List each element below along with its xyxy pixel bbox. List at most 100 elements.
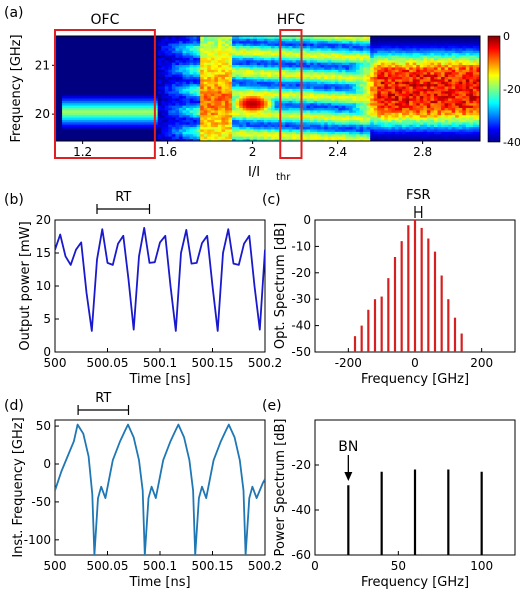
heatmap-cell — [373, 121, 378, 125]
heatmap-cell — [437, 38, 442, 42]
heatmap-cell — [115, 98, 120, 101]
heatmap-cell — [58, 57, 63, 61]
heatmap-cell — [331, 71, 336, 75]
heatmap-cell — [79, 59, 84, 63]
heatmap-cell — [150, 109, 155, 113]
heatmap-cell — [175, 43, 180, 46]
heatmap-cell — [384, 83, 389, 87]
heatmap-cell — [348, 45, 353, 49]
heatmap-cell — [271, 119, 275, 123]
heatmap-cell — [90, 100, 95, 104]
heatmap-cell — [366, 109, 371, 113]
heatmap-cell — [455, 124, 460, 128]
heatmap-cell — [214, 119, 219, 123]
heatmap-cell — [302, 90, 307, 94]
heatmap-cell — [292, 121, 297, 125]
heatmap-cell — [249, 88, 254, 92]
heatmap-cell — [380, 86, 385, 89]
heatmap-cell — [363, 88, 368, 92]
heatmap-cell — [419, 109, 424, 113]
heatmap-cell — [221, 38, 226, 42]
heatmap-cell — [161, 90, 166, 94]
heatmap-cell — [302, 78, 307, 82]
heatmap-cell — [214, 55, 219, 58]
heatmap-cell — [345, 117, 350, 120]
heatmap-cell — [225, 138, 229, 141]
heatmap-cell — [239, 129, 244, 132]
heatmap-cell — [391, 105, 396, 108]
heatmap-cell — [419, 76, 424, 80]
heatmap-cell — [143, 57, 148, 61]
heatmap-cell — [182, 55, 187, 58]
heatmap-cell — [253, 45, 258, 49]
heatmap-cell — [104, 126, 109, 130]
heatmap-cell — [433, 69, 438, 73]
heatmap-cell — [370, 95, 375, 99]
heatmap-cell — [281, 55, 286, 58]
heatmap-cell — [426, 109, 431, 113]
heatmap-cell — [108, 119, 113, 123]
heatmap-cell — [235, 57, 240, 61]
heatmap-cell — [69, 136, 74, 140]
heatmap-cell — [182, 64, 187, 68]
heatmap-cell — [366, 126, 371, 130]
heatmap-cell — [147, 36, 152, 39]
heatmap-cell — [239, 86, 244, 89]
heatmap-cell — [433, 52, 438, 56]
heatmap-cell — [171, 109, 176, 113]
heatmap-cell — [69, 121, 74, 125]
heatmap-cell — [256, 98, 261, 101]
heatmap-cell — [402, 112, 407, 116]
heatmap-cell — [405, 121, 410, 125]
heatmap-cell — [214, 62, 219, 66]
heatmap-cell — [320, 50, 325, 54]
heatmap-cell — [58, 76, 63, 80]
heatmap-cell — [136, 47, 141, 51]
heatmap-cell — [186, 76, 190, 80]
heatmap-cell — [370, 69, 375, 73]
heatmap-cell — [62, 81, 67, 85]
heatmap-cell — [171, 112, 176, 116]
heatmap-cell — [256, 107, 261, 111]
heatmap-cell — [150, 36, 155, 39]
heatmap-cell — [377, 62, 382, 66]
heatmap-cell — [239, 119, 244, 123]
heatmap-cell — [387, 136, 392, 140]
heatmap-cell — [93, 117, 98, 120]
heatmap-cell — [409, 78, 414, 82]
heatmap-cell — [147, 71, 152, 75]
heatmap-cell — [225, 98, 229, 101]
heatmap-cell — [157, 67, 162, 70]
heatmap-cell — [246, 112, 251, 116]
heatmap-cell — [90, 36, 95, 39]
heatmap-cell — [207, 88, 212, 92]
heatmap-cell — [409, 88, 414, 92]
heatmap-cell — [217, 131, 222, 135]
heatmap-cell — [334, 129, 339, 132]
heatmap-cell — [115, 105, 120, 108]
heatmap-cell — [348, 138, 353, 141]
heatmap-cell — [242, 102, 247, 106]
heatmap-cell — [228, 74, 233, 77]
heatmap-cell — [313, 57, 318, 61]
heatmap-cell — [306, 133, 311, 137]
heatmap-cell — [143, 38, 148, 42]
heatmap-cell — [93, 59, 98, 63]
heatmap-cell — [228, 102, 233, 106]
heatmap-cell — [55, 131, 59, 135]
heatmap-cell — [370, 67, 375, 70]
heatmap-cell — [171, 81, 176, 85]
heatmap-cell — [125, 98, 130, 101]
heatmap-cell — [122, 71, 127, 75]
heatmap-cell — [164, 133, 169, 137]
heatmap-cell — [391, 76, 396, 80]
heatmap-cell — [118, 138, 123, 141]
heatmap-cell — [398, 90, 403, 94]
heatmap-cell — [416, 136, 421, 140]
heatmap-cell — [225, 43, 229, 46]
heatmap-cell — [448, 81, 453, 85]
heatmap-cell — [352, 64, 357, 68]
heatmap-cell — [359, 59, 364, 63]
heatmap-cell — [370, 36, 375, 39]
heatmap-cell — [356, 90, 360, 94]
